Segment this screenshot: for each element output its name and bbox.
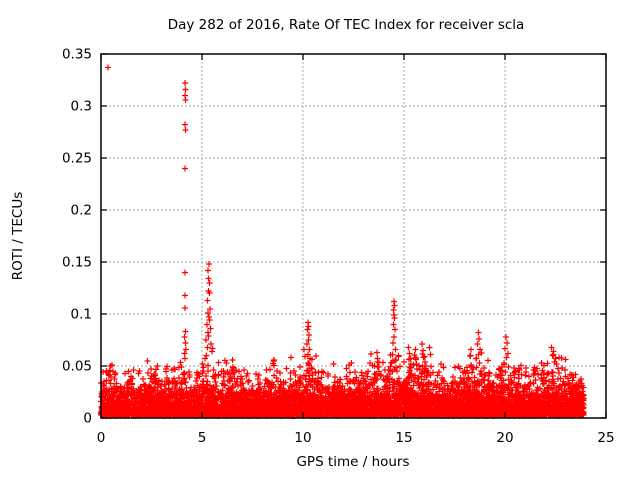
y-tick-label: 0.2 — [71, 203, 92, 219]
y-tick-label: 0 — [83, 411, 92, 427]
y-tick-label: 0.1 — [71, 307, 92, 323]
y-tick-label: 0.35 — [62, 47, 92, 63]
x-tick-label: 25 — [597, 430, 614, 446]
chart-title: Day 282 of 2016, Rate Of TEC Index for r… — [168, 17, 525, 33]
x-axis-label: GPS time / hours — [296, 454, 409, 470]
y-tick-label: 0.3 — [71, 99, 92, 115]
x-tick-label: 15 — [395, 430, 412, 446]
y-tick-label: 0.05 — [62, 359, 92, 375]
y-axis-label: ROTI / TECUs — [10, 192, 26, 280]
x-tick-label: 0 — [97, 430, 106, 446]
x-tick-label: 5 — [198, 430, 207, 446]
y-tick-label: 0.15 — [62, 255, 92, 271]
y-tick-label: 0.25 — [62, 151, 92, 167]
x-tick-label: 10 — [294, 430, 311, 446]
x-tick-label: 20 — [496, 430, 513, 446]
x-tick-labels: 0 5 10 15 20 25 — [97, 430, 615, 446]
plot-border-and-ticks — [100, 53, 607, 419]
gridlines — [101, 54, 606, 418]
y-tick-labels: 0 0.05 0.1 0.15 0.2 0.25 0.3 0.35 — [62, 47, 92, 427]
